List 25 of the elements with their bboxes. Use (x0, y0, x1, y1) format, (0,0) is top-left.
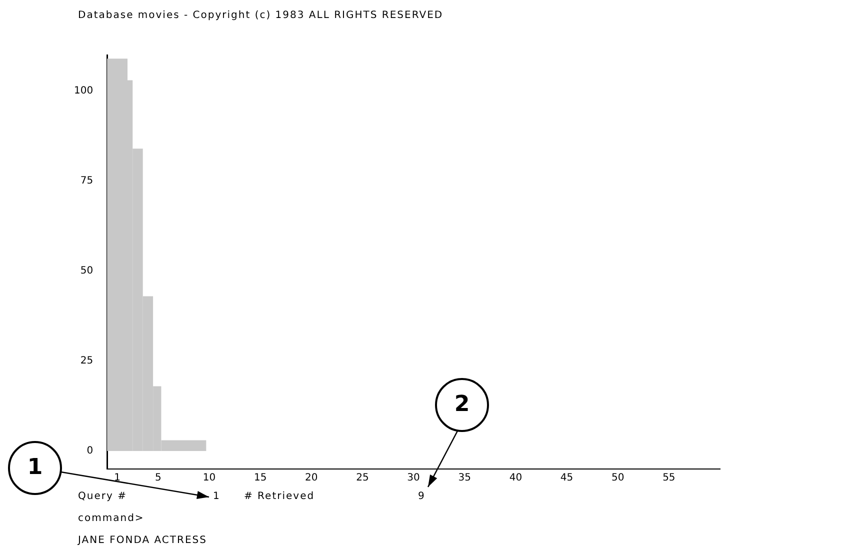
y-tick-label: 100 (74, 86, 94, 97)
text: JANE FONDA ACTRESS (78, 535, 207, 547)
x-tick-label: 30 (407, 472, 420, 484)
text: command> (78, 513, 144, 525)
x-tick-label: 55 (662, 472, 676, 484)
x-tick-label: 40 (509, 472, 522, 484)
y-tick-label: 0 (86, 446, 94, 457)
x-tick-label: 1 (114, 472, 120, 484)
x-tick-label: 45 (560, 472, 574, 484)
x-tick-label: 25 (356, 472, 369, 484)
x-tick-label: 20 (305, 472, 318, 484)
y-tick-label: 75 (80, 176, 94, 187)
x-tick-label: 5 (154, 472, 162, 484)
text: 9 (418, 491, 426, 503)
text: 1 (213, 491, 220, 503)
y-tick-label: 50 (80, 266, 94, 277)
annotation: 2 (453, 392, 471, 418)
x-tick-label: 10 (202, 472, 216, 484)
x-tick-label: 15 (254, 472, 267, 484)
text: Query # (78, 491, 127, 503)
chart-title: Database movies - Copyright (c) 1983 ALL RIGHTS RESERVED (78, 10, 444, 21)
text: # Retrieved (244, 491, 315, 503)
x-tick-label: 35 (458, 472, 471, 484)
y-tick-label: 25 (80, 356, 94, 367)
x-tick-label: 50 (611, 472, 624, 484)
